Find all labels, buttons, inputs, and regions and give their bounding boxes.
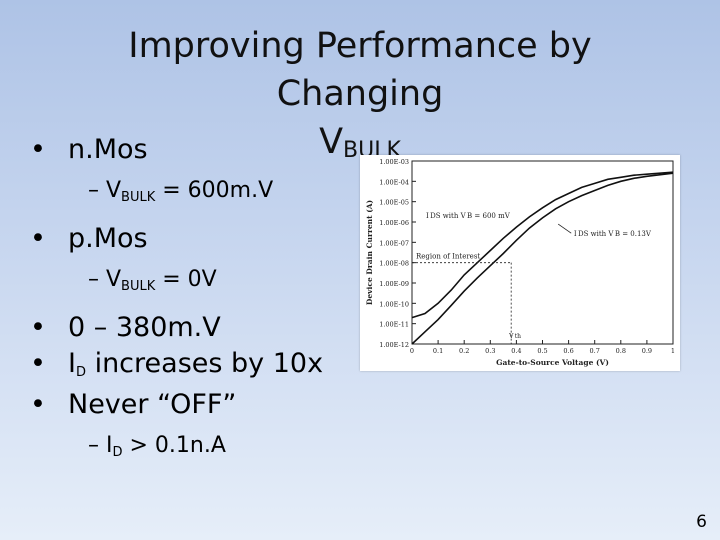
sub-text: – V (88, 178, 122, 203)
y-tick-label: 1.00E-11 (379, 321, 409, 329)
series-line-1 (411, 171, 674, 319)
title-line-1: Improving Performance by Changing (128, 26, 592, 114)
iv-chart-figure: 1.00E-03 1.00E-04 1.00E-05 1.00E-06 1.00E-07… (360, 155, 680, 371)
y-tick-label: 1.00E-03 (379, 158, 409, 166)
sub-value: = 600m.V (155, 178, 274, 203)
sub-bullet-nmos-vbulk: – VBULK = 600m.V (30, 176, 360, 209)
y-tick-label: 1.00E-10 (379, 300, 409, 308)
bullet-never-off: Never “OFF” (30, 387, 360, 423)
x-tick-label: 0.2 (459, 347, 469, 355)
region-label: Region of Interest (416, 253, 480, 261)
series-line-2 (411, 172, 674, 345)
y-tick-label: 1.00E-09 (379, 280, 409, 288)
ids-0v-label: I DS with V B = 0.13V (574, 230, 652, 238)
sub-value: = 0V (155, 267, 217, 292)
id-letter: I (68, 348, 76, 379)
x-tick-label: 0 (410, 347, 414, 355)
x-tick-label: 0.3 (485, 347, 495, 355)
x-tick-label: 0.8 (616, 347, 626, 355)
bullet-nmos: n.Mos (30, 132, 360, 168)
bullet-id-increase: ID increases by 10x (30, 346, 360, 387)
y-axis-label: Device Drain Current (A) (365, 200, 374, 305)
x-axis-label: Gate-to-Source Voltage (V) (496, 358, 609, 367)
y-tick-label: 1.00E-08 (379, 260, 409, 268)
y-tick-label: 1.00E-05 (379, 199, 409, 207)
y-tick-label: 1.00E-12 (379, 341, 409, 349)
x-tick-label: 0.5 (537, 347, 547, 355)
x-tick-label: 0.4 (511, 347, 521, 355)
sub-bullet-pmos-vbulk: – VBULK = 0V (30, 265, 360, 298)
bullet-pmos: p.Mos (30, 221, 360, 257)
sub-subscript: BULK (121, 190, 156, 205)
id-subscript: D (112, 445, 123, 460)
x-tick-label: 0.7 (590, 347, 600, 355)
bullet-list: n.Mos – VBULK = 600m.V p.Mos – VBULK = 0… (30, 132, 360, 476)
vth-label: V th (508, 333, 521, 340)
slide-title: Improving Performance by Changing VBULK (40, 22, 680, 171)
ids-600mv-label: I DS with V B = 600 mV (426, 212, 511, 220)
sub-text: – V (88, 267, 122, 292)
id-subscript: D (75, 365, 86, 380)
slide-number: 6 (696, 512, 707, 532)
sub-bullet-id-min: – ID > 0.1n.A (30, 431, 360, 464)
id-text: > 0.1n.A (122, 433, 226, 458)
y-tick-label: 1.00E-06 (379, 219, 409, 227)
ids-0v-pointer (557, 223, 572, 234)
bullet-range: 0 – 380m.V (30, 310, 360, 346)
x-tick-label: 1 (671, 347, 675, 355)
y-tick-label: 1.00E-04 (379, 178, 409, 186)
id-letter: – I (88, 433, 113, 458)
id-text: increases by 10x (85, 348, 324, 379)
iv-chart: 1.00E-03 1.00E-04 1.00E-05 1.00E-06 1.00E-07… (365, 158, 675, 367)
x-tick-label: 0.1 (433, 347, 443, 355)
sub-subscript: BULK (121, 279, 156, 294)
x-tick-label: 0.9 (642, 347, 652, 355)
x-tick-label: 0.6 (563, 347, 573, 355)
y-tick-label: 1.00E-07 (379, 239, 409, 247)
